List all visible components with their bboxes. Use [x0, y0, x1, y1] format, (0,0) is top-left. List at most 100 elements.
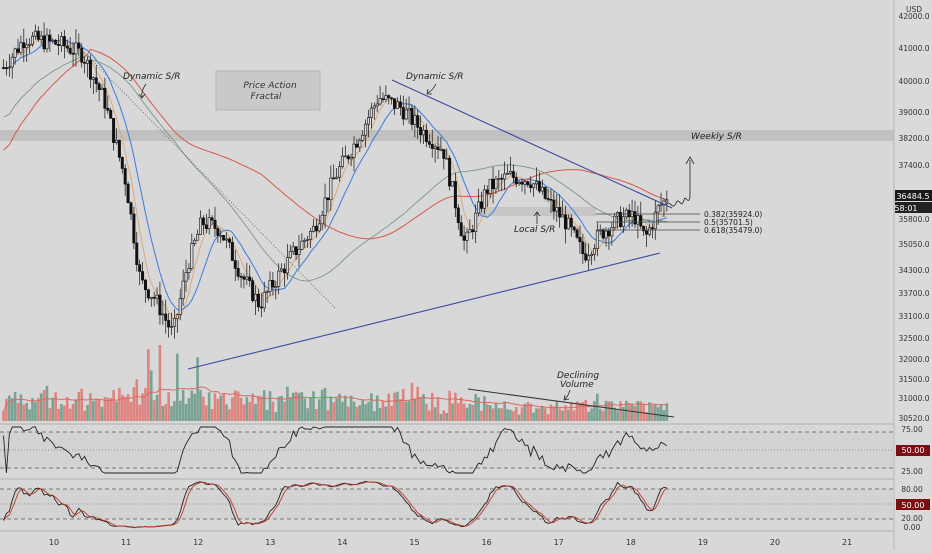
candle-body — [28, 43, 32, 46]
candle-body — [506, 173, 510, 175]
volume-bar — [251, 393, 254, 421]
price-tick-label: 38200.0 — [898, 134, 929, 143]
volume-bar — [549, 404, 553, 421]
candle-body — [77, 42, 81, 49]
volume-bar — [428, 410, 431, 421]
volume-bar — [540, 405, 544, 421]
candle-body — [500, 177, 504, 180]
candle-body — [445, 157, 449, 160]
volume-bar — [506, 409, 509, 421]
volume-bar — [274, 412, 278, 421]
candle-body — [25, 44, 29, 49]
time-axis-label: 21 — [842, 538, 852, 547]
candle-body — [146, 289, 150, 299]
volume-bar — [352, 401, 356, 421]
volume-bar — [184, 403, 188, 421]
candle-body — [448, 157, 452, 187]
volume-bar — [546, 414, 550, 421]
volume-bar — [512, 411, 515, 421]
stoch-d-line — [3, 481, 668, 528]
volume-bar — [173, 401, 176, 421]
candle-body — [265, 291, 269, 293]
volume-bar — [390, 405, 393, 421]
lower-trendline — [187, 252, 661, 370]
currency-label: USD — [906, 5, 922, 14]
price-tick-label: 32500.0 — [898, 334, 929, 343]
candle-body — [645, 230, 649, 235]
volume-bar — [271, 401, 275, 421]
volume-bar — [19, 394, 23, 421]
candle-body — [149, 297, 153, 299]
volume-bar — [283, 401, 286, 421]
candle-body — [453, 181, 457, 209]
volume-bar — [155, 394, 159, 421]
volume-bar — [384, 406, 388, 421]
price-tick-label: 35050.0 — [898, 240, 929, 249]
candle-body — [239, 276, 243, 278]
candle-body — [395, 101, 399, 109]
candle-body — [335, 176, 339, 179]
candle-body — [91, 77, 95, 80]
volume-bar — [300, 392, 304, 421]
volume-bar — [651, 405, 654, 421]
candle-body — [100, 87, 104, 90]
stoch-pane[interactable] — [0, 480, 894, 529]
candle-body — [309, 230, 313, 240]
candle-body — [488, 178, 492, 194]
candle-body — [297, 249, 301, 256]
volume-bar — [132, 387, 136, 421]
dynamic-sr-top-arrow-icon — [426, 83, 437, 95]
candle-body — [22, 42, 26, 49]
volume-bar — [514, 406, 518, 421]
candle-body — [471, 229, 475, 233]
candle-body — [282, 268, 286, 274]
time-axis-label: 14 — [337, 538, 347, 547]
volume-bar — [561, 410, 564, 421]
candle-body — [332, 177, 336, 180]
candle-body — [198, 217, 202, 235]
candle-body — [288, 250, 292, 258]
candle-body — [294, 246, 298, 256]
volume-bar — [268, 391, 272, 421]
volume-bar — [115, 401, 118, 421]
weekly-sr-zone — [0, 130, 894, 141]
volume-bar — [196, 357, 199, 421]
volume-bar — [361, 399, 365, 421]
candle-body — [604, 230, 608, 239]
volume-bar — [436, 397, 440, 421]
volume-bar — [286, 386, 289, 421]
rsi-pane[interactable] — [0, 426, 894, 474]
candle-body — [311, 225, 315, 232]
candle-body — [595, 230, 599, 249]
volume-bar — [413, 398, 417, 421]
volume-bar — [158, 344, 162, 421]
candle-body — [123, 168, 127, 185]
candle-body — [170, 325, 174, 328]
volume-bar — [465, 407, 469, 421]
time-axis-label: 20 — [770, 538, 780, 547]
volume-bar — [202, 396, 205, 421]
declining-volume-label-2: Volume — [560, 380, 594, 390]
dynamic-sr-left-arrow-icon — [138, 83, 147, 99]
candle-body — [187, 268, 191, 273]
candle-body — [340, 155, 344, 167]
volume-bar — [364, 404, 367, 421]
fib-retracement[interactable]: 0.382(35924.0) 0.5(35701.5) 0.618(35479.… — [596, 210, 762, 235]
candle-body — [120, 157, 124, 169]
volume-bar — [106, 397, 110, 421]
candle-body — [164, 313, 168, 321]
volume-bar — [242, 404, 246, 421]
candle-body — [4, 67, 8, 70]
price-tick-label: 41000.0 — [898, 44, 929, 53]
volume-bar — [254, 403, 257, 421]
candle-body — [416, 115, 420, 128]
volume-bar — [187, 398, 191, 421]
candle-body — [529, 184, 533, 189]
volume-bar — [315, 409, 318, 421]
moving-averages — [3, 37, 668, 321]
candle-body — [424, 129, 428, 142]
candle-body — [10, 56, 14, 68]
candle-body — [277, 270, 281, 287]
candle-body — [633, 211, 637, 225]
